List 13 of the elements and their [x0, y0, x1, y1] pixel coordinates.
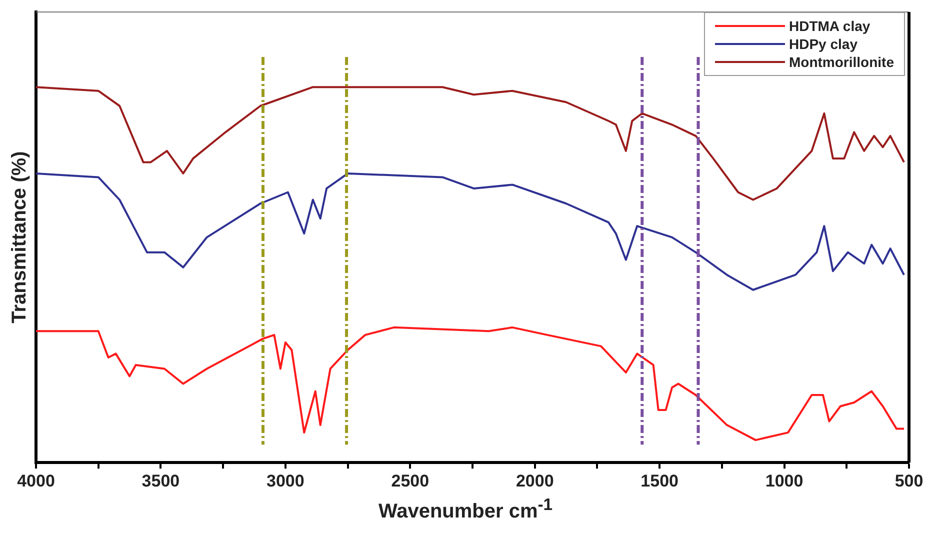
- legend-label: Montmorillonite: [789, 54, 894, 70]
- x-tick-label: 2000: [516, 471, 554, 490]
- x-tick-label: 1000: [765, 471, 804, 490]
- x-tick-label: 3000: [266, 471, 304, 490]
- x-tick-label: 1500: [640, 471, 678, 490]
- y-axis-title: Transmittance (%): [8, 151, 31, 324]
- x-tick-label: 3500: [142, 471, 180, 490]
- x-axis-title: Wavenumber cm$^{-1}$: [377, 495, 554, 524]
- x-tick-label: 2500: [391, 471, 430, 490]
- legend-label: HDTMA clay: [789, 18, 870, 34]
- x-tick-label: 500: [894, 471, 924, 490]
- legend-label: HDPy clay: [789, 36, 858, 52]
- x-tick-label: 4000: [17, 471, 55, 490]
